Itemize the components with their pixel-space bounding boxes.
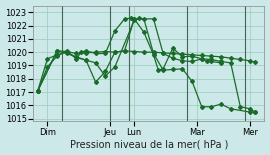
X-axis label: Pression niveau de la mer( hPa ): Pression niveau de la mer( hPa ) (69, 140, 228, 149)
